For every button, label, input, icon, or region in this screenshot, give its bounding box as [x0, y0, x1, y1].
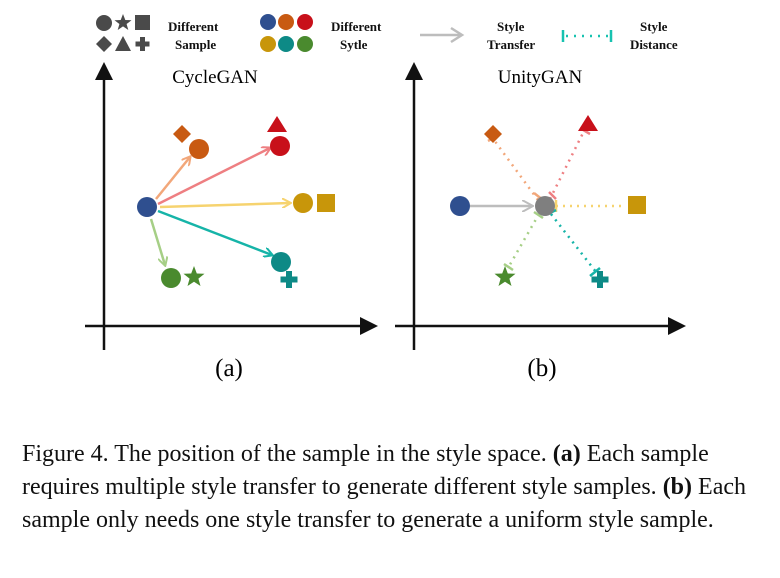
star-icon-green-b: [494, 266, 516, 286]
caption-a-tag: (a): [552, 441, 581, 467]
caption-b-tag: (b): [662, 474, 693, 500]
legend-distance-line-icon: [561, 30, 613, 42]
legend-style-circles: [260, 14, 313, 52]
square-icon-gold: [317, 194, 335, 212]
legend-blue-dot: [260, 14, 276, 30]
node-red: [270, 136, 290, 156]
legend-square-icon: [135, 15, 150, 30]
node-green: [161, 268, 181, 288]
distance-to-green: [506, 213, 541, 269]
legend-style-label: Different: [331, 19, 382, 34]
panel-b-title: UnityGAN: [498, 67, 583, 88]
distance-to-red: [548, 130, 586, 200]
distance-to-orange: [492, 139, 540, 201]
source-node-blue: [137, 197, 157, 217]
legend-teal-dot: [278, 36, 294, 52]
caption-lead: Figure 4. The position of the sample in …: [22, 441, 553, 467]
legend-gold-dot: [260, 36, 276, 52]
legend-star-icon: [114, 14, 132, 30]
style-distance-lines: [492, 130, 626, 273]
panel-a-label: (a): [215, 355, 243, 382]
panel-a-title: CycleGAN: [172, 67, 258, 88]
distance-to-teal: [550, 213, 597, 273]
panel-b-label: (b): [527, 355, 556, 382]
star-icon-green: [183, 266, 205, 286]
panel-b-axes: [395, 62, 686, 350]
legend-sample-label: Different: [168, 19, 219, 34]
unified-node-gray: [535, 196, 555, 216]
legend-red-dot: [297, 14, 313, 30]
cross-icon-teal-b: [591, 271, 609, 288]
arrow-to-orange: [155, 157, 190, 200]
legend-diamond-icon: [96, 36, 112, 52]
legend-circle-icon: [96, 15, 112, 31]
cross-icon-teal: [280, 271, 298, 288]
node-gold: [293, 193, 313, 213]
panel-a: CycleGAN (a): [85, 62, 378, 382]
legend-sample-label: Sample: [175, 37, 216, 52]
diamond-icon-orange: [173, 125, 191, 143]
arrow-to-gold: [159, 203, 290, 209]
legend-distance-label: Style: [640, 19, 668, 34]
arrow-to-red: [157, 148, 270, 206]
legend-transfer-label: Transfer: [487, 37, 535, 52]
arrow-to-teal: [157, 209, 272, 255]
source-node-blue-b: [450, 196, 470, 216]
panel-b: UnityGAN (b): [395, 62, 686, 382]
legend-triangle-icon: [115, 36, 131, 51]
figure-caption: Figure 4. The position of the sample in …: [22, 438, 764, 537]
legend-transfer-arrow-icon: [420, 26, 465, 44]
legend-green-dot: [297, 36, 313, 52]
triangle-icon-red-b: [578, 115, 598, 131]
legend-distance-label: Distance: [630, 37, 678, 52]
square-icon-gold-b: [628, 196, 646, 214]
legend: Different Sample Different Sytle Style T…: [96, 14, 678, 52]
diamond-icon-orange-b: [484, 125, 502, 143]
legend-sample-shapes: [96, 14, 150, 52]
triangle-icon-red: [267, 116, 287, 132]
figure: Different Sample Different Sytle Style T…: [85, 14, 686, 382]
caption-b-text: Each sample only needs one style transfe…: [22, 474, 746, 533]
node-orange: [189, 139, 209, 159]
legend-cross-icon: [135, 37, 150, 51]
caption-a-text: Each sample requires multiple style tran…: [22, 441, 709, 500]
legend-style-label: Sytle: [340, 37, 368, 52]
legend-orange-dot: [278, 14, 294, 30]
arrow-to-green: [149, 218, 165, 265]
node-teal: [271, 252, 291, 272]
panel-a-axes: [85, 62, 378, 350]
legend-transfer-label: Style: [497, 19, 525, 34]
